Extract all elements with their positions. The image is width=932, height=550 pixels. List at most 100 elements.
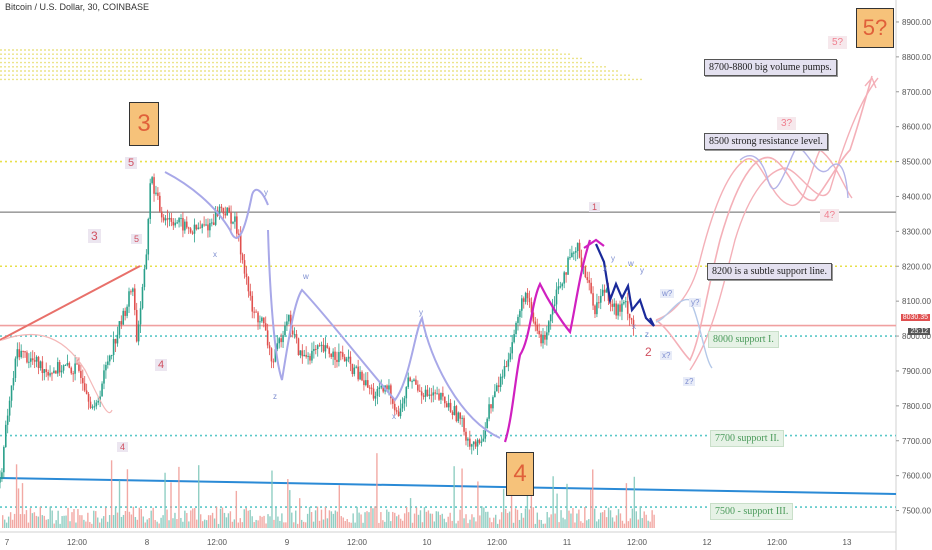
candle-body <box>91 406 94 408</box>
candle-body <box>81 378 84 384</box>
volume-bar <box>324 506 327 528</box>
candle-body <box>37 356 40 369</box>
volume-bar <box>394 512 396 528</box>
volume-bar <box>23 514 26 528</box>
volume-bar <box>596 521 598 528</box>
candle-body <box>413 379 415 382</box>
candle-body <box>68 363 71 368</box>
x-tick-label: 12:00 <box>207 538 228 547</box>
candle-body <box>365 380 367 386</box>
volume-bar <box>25 510 28 528</box>
candle-body <box>26 352 28 363</box>
candle-body <box>422 395 425 397</box>
candle-body <box>341 352 344 357</box>
volume-bar <box>491 522 493 528</box>
candle-body <box>351 363 354 375</box>
candle-body <box>434 392 436 394</box>
candle-body <box>178 218 180 223</box>
candle-body <box>376 388 379 396</box>
candle-body <box>507 359 510 367</box>
red-trend-line <box>0 265 141 341</box>
volume-bar <box>550 514 552 528</box>
volume-bar <box>435 511 438 528</box>
candle-body <box>160 211 163 218</box>
candle-body <box>320 344 323 346</box>
volume-bar <box>198 465 200 528</box>
volume-bar <box>275 507 277 528</box>
volume-bar <box>497 523 499 528</box>
volume-bar <box>455 523 457 528</box>
volume-bar <box>102 516 105 528</box>
candle-body <box>626 301 629 314</box>
volume-bar <box>225 517 228 528</box>
candle-body <box>78 364 80 371</box>
y-tick-label: 8900.00 <box>902 18 931 27</box>
candle-body <box>628 313 631 319</box>
candle-body <box>536 324 539 331</box>
candle-body <box>528 298 531 303</box>
candle-body <box>480 441 483 443</box>
volume-bar <box>148 518 150 528</box>
volume-bar <box>508 511 511 528</box>
volume-bar <box>85 521 87 528</box>
candle-body <box>195 224 198 230</box>
volume-bar <box>91 523 93 528</box>
wave-label-3: 3 <box>88 229 101 243</box>
candle-body <box>118 321 121 335</box>
candle-body <box>343 356 346 362</box>
candle-body <box>58 362 61 373</box>
volume-bar <box>188 521 190 528</box>
volume-bar <box>322 519 325 528</box>
volume-bar <box>320 509 323 528</box>
volume-bar <box>615 515 618 528</box>
volume-bar <box>348 522 350 528</box>
volume-bar <box>350 522 352 528</box>
candle-body <box>255 311 257 313</box>
candle-body <box>170 217 173 222</box>
candle-body <box>245 273 248 278</box>
volume-bar <box>439 514 441 528</box>
candle-body <box>549 314 552 322</box>
volume-bar <box>374 506 376 528</box>
volume-bar <box>89 522 91 528</box>
candle-body <box>497 385 500 387</box>
abc-y-proj: y? <box>689 298 702 307</box>
candle-body <box>534 321 537 325</box>
volume-bar <box>17 488 20 528</box>
wave-label-1: 1 <box>589 202 601 212</box>
candle-body <box>251 295 254 312</box>
volume-bar <box>29 508 32 528</box>
y-tick-label: 8500.00 <box>902 158 931 167</box>
candle-body <box>470 444 473 447</box>
volume-bar <box>542 523 544 528</box>
volume-bar <box>35 515 38 528</box>
volume-bar <box>124 511 127 528</box>
volume-bar <box>473 517 475 528</box>
volume-bar <box>158 523 160 528</box>
volume-bar <box>469 519 471 528</box>
candle-body <box>264 323 267 331</box>
candle-body <box>199 227 202 229</box>
volume-bar <box>87 512 89 528</box>
candle-body <box>482 438 485 442</box>
volume-bar <box>152 507 154 528</box>
volume-bar <box>13 513 16 528</box>
volume-bar <box>95 511 97 528</box>
candle-body <box>124 310 126 316</box>
volume-bar <box>540 520 542 528</box>
volume-bar <box>500 512 503 528</box>
candle-body <box>305 354 307 357</box>
candle-body <box>135 309 138 342</box>
candle-body <box>274 349 277 362</box>
candle-body <box>457 412 460 422</box>
candle-body <box>347 356 350 359</box>
volume-bar <box>97 517 99 528</box>
volume-bar <box>457 520 459 528</box>
volume-bar <box>502 488 505 528</box>
candle-body <box>357 366 359 380</box>
candle-body <box>110 355 113 357</box>
volume-bar <box>388 511 390 528</box>
volume-bar <box>180 517 182 528</box>
abc-z-1: z <box>273 392 277 401</box>
candle-body <box>411 381 413 383</box>
